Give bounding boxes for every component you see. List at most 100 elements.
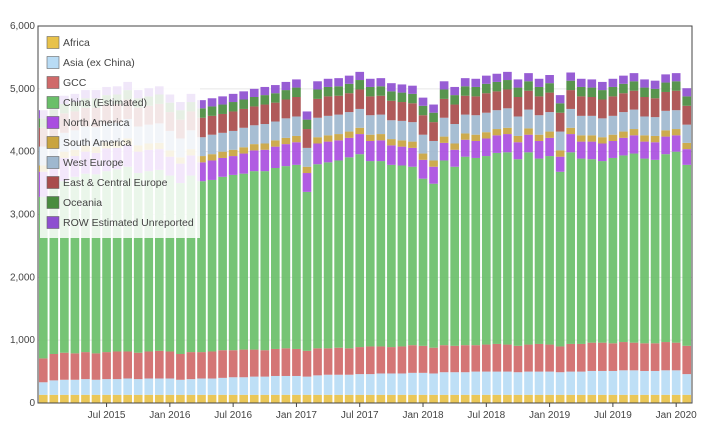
bar-segment-row-estimated-unreported[interactable] — [598, 81, 607, 91]
bar-segment-oceania[interactable] — [313, 89, 322, 99]
bar-segment-africa[interactable] — [376, 394, 386, 403]
bar-segment-row-estimated-unreported[interactable] — [418, 97, 428, 106]
bar-segment-west-europe[interactable] — [439, 117, 449, 137]
bar-segment-asia-ex-china[interactable] — [197, 378, 206, 395]
bar-segment-row-estimated-unreported[interactable] — [460, 78, 470, 87]
bar-segment-africa[interactable] — [197, 394, 206, 403]
bar-segment-asia-ex-china[interactable] — [545, 371, 554, 395]
bar-segment-east-central-europe[interactable] — [503, 89, 512, 109]
bar-segment-south-america[interactable] — [629, 129, 639, 136]
bar-segment-gcc[interactable] — [397, 346, 407, 374]
bar-segment-east-central-europe[interactable] — [650, 98, 660, 118]
bar-segment-north-america[interactable] — [619, 137, 628, 156]
bar-segment-south-america[interactable] — [260, 143, 270, 150]
bar-segment-china-estimated[interactable] — [397, 165, 407, 347]
bar-segment-africa[interactable] — [598, 394, 607, 403]
bar-segment-north-america[interactable] — [281, 144, 291, 167]
bar-stack[interactable] — [334, 78, 343, 403]
bar-segment-east-central-europe[interactable] — [344, 93, 354, 113]
bar-segment-east-central-europe[interactable] — [355, 89, 365, 109]
bar-segment-africa[interactable] — [260, 394, 270, 403]
bar-segment-oceania[interactable] — [545, 83, 554, 93]
bar-segment-china-estimated[interactable] — [302, 191, 312, 351]
bar-segment-west-europe[interactable] — [429, 140, 438, 161]
bar-segment-north-america[interactable] — [650, 142, 660, 160]
bar-segment-south-america[interactable] — [365, 134, 375, 141]
bar-segment-africa[interactable] — [144, 394, 154, 403]
bar-segment-africa[interactable] — [408, 394, 417, 403]
bar-segment-gcc[interactable] — [344, 348, 354, 375]
bar-stack[interactable] — [503, 71, 512, 403]
bar-segment-asia-ex-china[interactable] — [640, 370, 649, 395]
bar-segment-gcc[interactable] — [228, 350, 238, 378]
bar-segment-africa[interactable] — [165, 394, 175, 403]
bar-stack[interactable] — [429, 104, 438, 403]
bar-segment-oceania[interactable] — [682, 96, 692, 106]
bar-segment-west-europe[interactable] — [492, 110, 502, 130]
bar-segment-gcc[interactable] — [197, 352, 206, 379]
bar-stack[interactable] — [239, 91, 249, 403]
bar-segment-china-estimated[interactable] — [144, 171, 154, 352]
bar-segment-gcc[interactable] — [334, 347, 343, 375]
bar-segment-asia-ex-china[interactable] — [376, 373, 386, 395]
bar-segment-east-central-europe[interactable] — [598, 99, 607, 119]
bar-segment-asia-ex-china[interactable] — [460, 372, 470, 395]
bar-segment-east-central-europe[interactable] — [682, 105, 692, 125]
bar-segment-africa[interactable] — [555, 394, 565, 403]
bar-segment-east-central-europe[interactable] — [629, 90, 639, 110]
bar-segment-china-estimated[interactable] — [418, 178, 428, 346]
bar-segment-africa[interactable] — [355, 394, 365, 403]
bar-stack[interactable] — [439, 81, 449, 403]
bar-segment-africa[interactable] — [186, 394, 196, 403]
bar-segment-east-central-europe[interactable] — [429, 122, 438, 141]
bar-segment-east-central-europe[interactable] — [376, 95, 386, 115]
bar-segment-west-europe[interactable] — [302, 147, 312, 167]
bar-segment-east-central-europe[interactable] — [292, 97, 301, 117]
bar-segment-row-estimated-unreported[interactable] — [249, 88, 259, 97]
bar-segment-west-europe[interactable] — [239, 127, 249, 148]
legend-item[interactable]: China (Estimated) — [46, 96, 147, 110]
bar-segment-africa[interactable] — [81, 394, 90, 403]
bar-segment-oceania[interactable] — [640, 87, 649, 98]
bar-segment-africa[interactable] — [661, 394, 670, 403]
bar-segment-gcc[interactable] — [112, 351, 122, 380]
bar-segment-north-america[interactable] — [629, 135, 639, 154]
bar-segment-china-estimated[interactable] — [587, 159, 597, 343]
bar-segment-asia-ex-china[interactable] — [218, 377, 227, 395]
bar-segment-china-estimated[interactable] — [492, 152, 502, 344]
bar-segment-east-central-europe[interactable] — [566, 90, 576, 109]
bar-segment-asia-ex-china[interactable] — [323, 374, 333, 395]
bar-segment-china-estimated[interactable] — [471, 157, 481, 346]
bar-segment-asia-ex-china[interactable] — [260, 376, 270, 395]
bar-segment-gcc[interactable] — [682, 345, 692, 375]
bar-segment-north-america[interactable] — [671, 135, 681, 152]
bar-segment-west-europe[interactable] — [355, 108, 365, 128]
bar-segment-asia-ex-china[interactable] — [271, 375, 280, 395]
bar-segment-gcc[interactable] — [598, 342, 607, 371]
bar-segment-gcc[interactable] — [218, 350, 227, 378]
bar-segment-row-estimated-unreported[interactable] — [450, 86, 459, 96]
bar-segment-asia-ex-china[interactable] — [49, 380, 59, 395]
bar-segment-gcc[interactable] — [376, 346, 386, 374]
bar-segment-asia-ex-china[interactable] — [154, 378, 164, 395]
bar-segment-africa[interactable] — [281, 394, 291, 403]
bar-segment-china-estimated[interactable] — [281, 166, 291, 349]
bar-segment-north-america[interactable] — [344, 137, 354, 158]
bar-segment-china-estimated[interactable] — [534, 158, 544, 344]
bar-segment-gcc[interactable] — [640, 343, 649, 371]
bar-segment-gcc[interactable] — [133, 352, 143, 380]
bar-segment-south-america[interactable] — [197, 156, 206, 163]
bar-segment-china-estimated[interactable] — [450, 166, 459, 346]
bar-segment-west-europe[interactable] — [397, 120, 407, 141]
bar-segment-africa[interactable] — [49, 394, 59, 403]
bar-segment-north-america[interactable] — [218, 157, 227, 177]
bar-segment-oceania[interactable] — [376, 86, 386, 96]
bar-segment-east-central-europe[interactable] — [640, 97, 649, 117]
bar-segment-china-estimated[interactable] — [460, 156, 470, 346]
bar-segment-row-estimated-unreported[interactable] — [608, 78, 618, 87]
bar-segment-north-america[interactable] — [207, 160, 217, 180]
bar-segment-north-america[interactable] — [661, 136, 670, 155]
bar-segment-china-estimated[interactable] — [619, 155, 628, 343]
bar-segment-south-america[interactable] — [555, 150, 565, 157]
bar-segment-oceania[interactable] — [197, 108, 206, 118]
